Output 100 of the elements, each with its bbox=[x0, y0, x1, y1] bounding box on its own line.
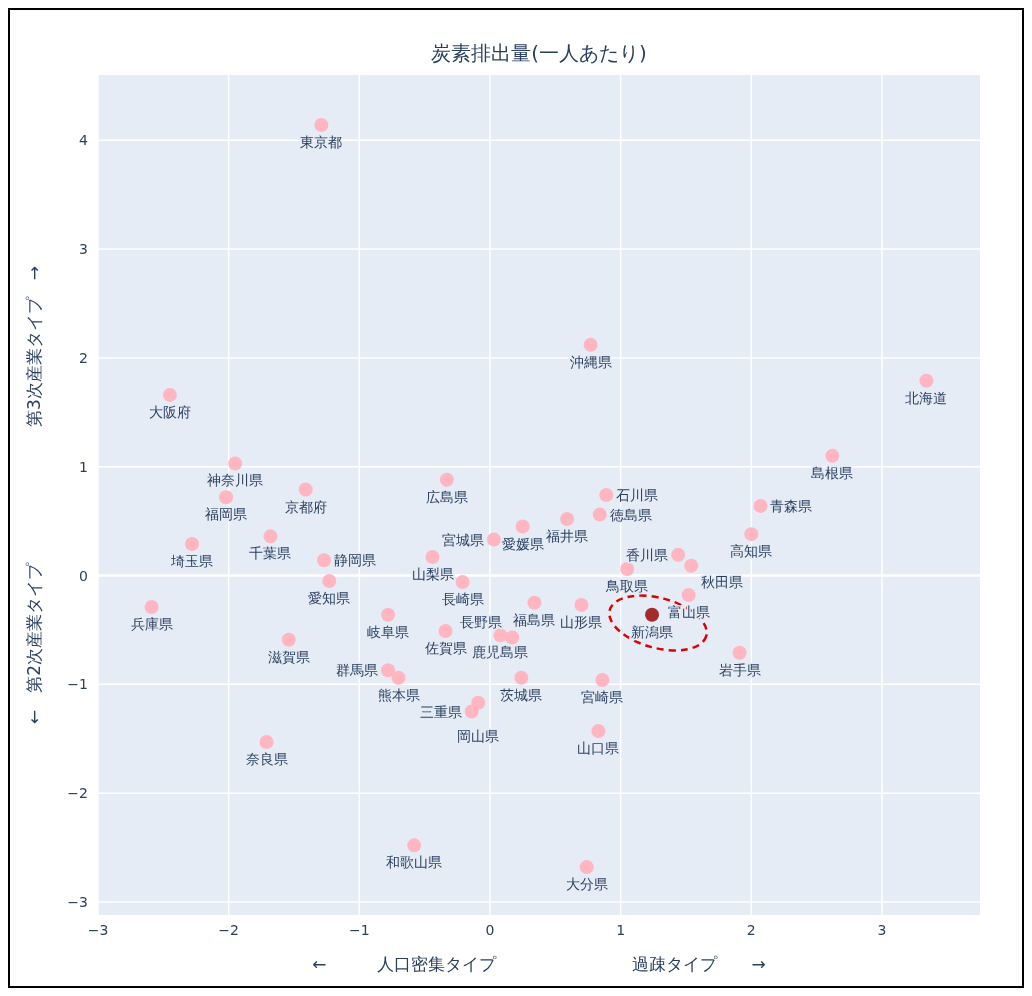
data-label: 神奈川県 bbox=[207, 472, 264, 489]
data-label: 青森県 bbox=[770, 497, 813, 514]
data-label: 島根県 bbox=[811, 464, 854, 481]
point bbox=[486, 532, 501, 547]
point bbox=[464, 704, 479, 719]
point bbox=[671, 547, 686, 562]
data-label: 兵庫県 bbox=[130, 616, 173, 633]
data-label: 宮崎県 bbox=[581, 688, 624, 705]
x-tick-label: 0 bbox=[485, 922, 495, 938]
y-tick-label: −3 bbox=[67, 893, 88, 910]
point bbox=[281, 632, 296, 647]
y-tick-label: −2 bbox=[67, 785, 88, 802]
data-label: 愛媛県 bbox=[501, 535, 544, 552]
data-label: 佐賀県 bbox=[424, 640, 467, 657]
point bbox=[919, 373, 934, 388]
point bbox=[560, 511, 575, 526]
point bbox=[162, 387, 177, 402]
point bbox=[144, 600, 159, 615]
x-tick-label: 2 bbox=[746, 922, 756, 938]
data-label: 大阪府 bbox=[148, 403, 191, 420]
point bbox=[595, 672, 610, 687]
y-tick-label: 2 bbox=[79, 349, 88, 366]
point bbox=[317, 553, 332, 568]
point bbox=[505, 630, 520, 645]
point bbox=[599, 488, 614, 502]
data-label: 埼玉県 bbox=[170, 552, 214, 569]
data-label: 秋田県 bbox=[700, 573, 743, 590]
data-label: 愛知県 bbox=[308, 589, 351, 606]
data-label: 徳島県 bbox=[609, 506, 652, 523]
point bbox=[263, 529, 278, 544]
data-label: 群馬県 bbox=[336, 662, 379, 679]
point bbox=[645, 607, 660, 622]
point bbox=[592, 507, 607, 522]
data-label: 鹿児島県 bbox=[472, 644, 529, 661]
point bbox=[228, 456, 243, 471]
y-tick-label: 4 bbox=[79, 132, 89, 149]
point bbox=[185, 536, 200, 551]
point bbox=[438, 624, 453, 638]
point bbox=[732, 645, 747, 660]
data-label: 千葉県 bbox=[249, 545, 292, 562]
data-label: 三重県 bbox=[419, 703, 462, 720]
point bbox=[620, 562, 635, 576]
point bbox=[527, 595, 542, 610]
y-tick-label: 1 bbox=[79, 458, 88, 475]
point bbox=[681, 588, 696, 603]
point bbox=[381, 607, 396, 622]
data-label: 大分県 bbox=[565, 876, 608, 893]
point bbox=[744, 527, 759, 542]
point bbox=[455, 575, 470, 590]
data-label: 山口県 bbox=[577, 740, 620, 757]
y-axis-title: ← 第2次産業タイプ 第3次産業タイプ → bbox=[24, 265, 44, 725]
data-label: 鳥取県 bbox=[605, 577, 649, 594]
data-label: 和歌山県 bbox=[386, 854, 443, 871]
data-label: 熊本県 bbox=[377, 686, 420, 703]
point bbox=[574, 597, 589, 612]
data-label: 高知県 bbox=[730, 543, 773, 560]
point bbox=[439, 472, 454, 487]
data-label: 福島県 bbox=[513, 611, 556, 628]
data-label: 福岡県 bbox=[205, 506, 248, 523]
data-label: 長崎県 bbox=[441, 591, 484, 608]
data-label: 香川県 bbox=[626, 546, 669, 563]
data-label: 長野県 bbox=[460, 613, 503, 630]
data-label: 広島県 bbox=[425, 488, 468, 505]
x-axis-title: ← 人口密集タイプ 過疎タイプ → bbox=[312, 954, 766, 974]
point bbox=[322, 573, 337, 588]
x-tick-label: 3 bbox=[877, 922, 887, 938]
data-label: 茨城県 bbox=[500, 686, 543, 703]
point bbox=[684, 558, 699, 573]
point bbox=[579, 860, 594, 875]
x-tick-label: 1 bbox=[616, 922, 626, 938]
data-label: 京都府 bbox=[284, 498, 327, 515]
point bbox=[425, 550, 440, 565]
point bbox=[583, 337, 598, 352]
y-tick-label: 0 bbox=[79, 567, 88, 584]
data-label: 宮城県 bbox=[442, 531, 485, 548]
point bbox=[391, 670, 406, 685]
y-tick-label: 3 bbox=[79, 241, 88, 258]
point bbox=[514, 670, 529, 685]
data-label: 沖縄県 bbox=[569, 353, 612, 370]
point bbox=[314, 118, 329, 133]
y-tick-label: −1 bbox=[67, 676, 88, 693]
x-tick-label: −2 bbox=[218, 922, 239, 938]
point bbox=[381, 663, 396, 678]
data-label: 富山県 bbox=[667, 604, 710, 621]
data-label: 奈良県 bbox=[245, 750, 288, 767]
data-label: 福井県 bbox=[546, 527, 589, 544]
data-label: 新潟県 bbox=[631, 623, 674, 640]
data-label: 石川県 bbox=[616, 487, 659, 503]
point bbox=[407, 838, 422, 853]
chart-title: 炭素排出量(一人あたり) bbox=[431, 41, 647, 65]
data-label: 岐阜県 bbox=[367, 623, 410, 640]
point bbox=[259, 735, 274, 749]
data-label: 山梨県 bbox=[411, 566, 454, 583]
data-label: 東京都 bbox=[300, 134, 343, 151]
point bbox=[515, 519, 530, 534]
point bbox=[298, 482, 313, 497]
data-label: 岡山県 bbox=[457, 727, 500, 744]
data-label: 山形県 bbox=[560, 613, 603, 630]
point bbox=[825, 448, 840, 463]
point bbox=[591, 724, 606, 739]
